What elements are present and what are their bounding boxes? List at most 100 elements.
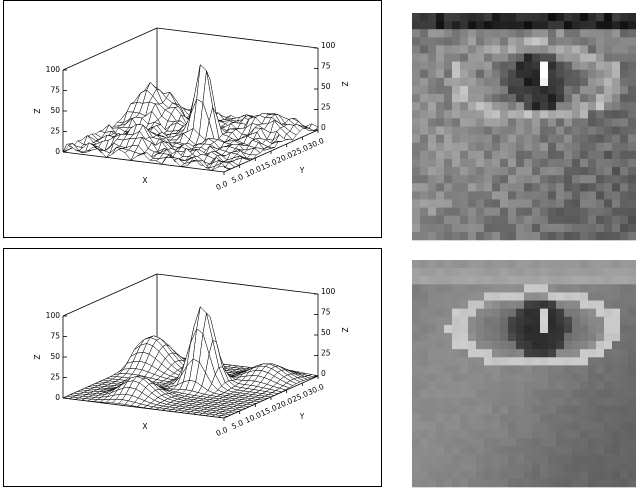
- pixel: [444, 134, 453, 144]
- pixel: [620, 150, 629, 160]
- pixel: [468, 276, 477, 285]
- pixel: [436, 365, 445, 374]
- pixel: [508, 175, 517, 184]
- pixel: [420, 102, 429, 111]
- pixel: [420, 357, 429, 366]
- pixel: [572, 324, 581, 334]
- pixel: [572, 199, 581, 208]
- pixel: [460, 126, 469, 135]
- pixel: [444, 284, 453, 293]
- pixel: [444, 422, 453, 431]
- pixel: [476, 199, 485, 208]
- pixel: [428, 69, 437, 79]
- pixel: [580, 199, 589, 208]
- pixel: [580, 94, 589, 103]
- pixel: [580, 365, 589, 374]
- pixel: [580, 308, 589, 318]
- pixel: [468, 284, 477, 293]
- pixel: [516, 332, 525, 342]
- pixel: [500, 102, 509, 111]
- pixel: [492, 316, 501, 326]
- pixel: [596, 45, 605, 54]
- pixel: [524, 405, 533, 415]
- pixel: [612, 231, 621, 241]
- pixel: [564, 276, 573, 285]
- pixel: [436, 422, 445, 431]
- pixel: [428, 223, 437, 233]
- pixel: [556, 77, 565, 87]
- pixel: [572, 94, 581, 103]
- pixel: [516, 470, 525, 480]
- pixel: [604, 21, 613, 30]
- pixel: [548, 462, 557, 472]
- pixel: [540, 207, 549, 216]
- pixel: [468, 207, 477, 216]
- pixel: [620, 199, 629, 208]
- pixel: [580, 478, 589, 488]
- pixel: [596, 53, 605, 62]
- pixel: [604, 215, 613, 225]
- pixel: [516, 207, 525, 216]
- pixel: [460, 357, 469, 366]
- pixel: [444, 13, 453, 22]
- pixel: [588, 422, 597, 431]
- pixel: [612, 69, 621, 79]
- pixel: [500, 175, 509, 184]
- pixel: [460, 470, 469, 480]
- pixel: [508, 158, 517, 168]
- pixel: [540, 405, 549, 415]
- pixel: [580, 77, 589, 87]
- pixel: [420, 324, 429, 334]
- pixel: [436, 446, 445, 455]
- pixel: [572, 207, 581, 216]
- pixel: [532, 381, 541, 391]
- pixel: [452, 300, 461, 309]
- pixel: [612, 191, 621, 200]
- pixel: [596, 118, 605, 127]
- pixel: [460, 102, 469, 111]
- pixel: [452, 284, 461, 293]
- pixel: [468, 357, 477, 366]
- pixel: [524, 158, 533, 168]
- pixel: [500, 414, 509, 423]
- pixel: [468, 316, 477, 326]
- pixel: [436, 462, 445, 472]
- pixel: [492, 284, 501, 293]
- pixel: [540, 45, 549, 54]
- pixel: [628, 381, 636, 391]
- pixel: [484, 389, 493, 399]
- pixel: [548, 223, 557, 233]
- pixel: [604, 332, 613, 342]
- pixel: [524, 470, 533, 480]
- pixel: [532, 191, 541, 200]
- pixel: [604, 85, 613, 95]
- pixel: [420, 381, 429, 391]
- pixel: [548, 438, 557, 447]
- pixel: [492, 276, 501, 285]
- pixel: [572, 284, 581, 293]
- pixel: [460, 365, 469, 374]
- pixel: [588, 215, 597, 225]
- pixel: [500, 405, 509, 415]
- pixel: [452, 126, 461, 135]
- pixel: [420, 260, 429, 269]
- pixel: [428, 316, 437, 326]
- pixel: [452, 191, 461, 200]
- pixel: [420, 332, 429, 342]
- pixel: [612, 438, 621, 447]
- pixel: [492, 134, 501, 144]
- pixel: [524, 134, 533, 144]
- pixel: [524, 276, 533, 285]
- pixel: [548, 102, 557, 111]
- pixel: [460, 199, 469, 208]
- axis-line: [62, 273, 158, 317]
- pixel: [588, 53, 597, 62]
- pixel: [516, 284, 525, 293]
- pixel: [484, 37, 493, 46]
- y-axis-label: Y: [299, 166, 305, 175]
- pixel: [540, 150, 549, 160]
- pixel: [580, 134, 589, 144]
- pixel: [412, 53, 421, 62]
- pixel: [628, 150, 636, 160]
- pixel: [476, 414, 485, 423]
